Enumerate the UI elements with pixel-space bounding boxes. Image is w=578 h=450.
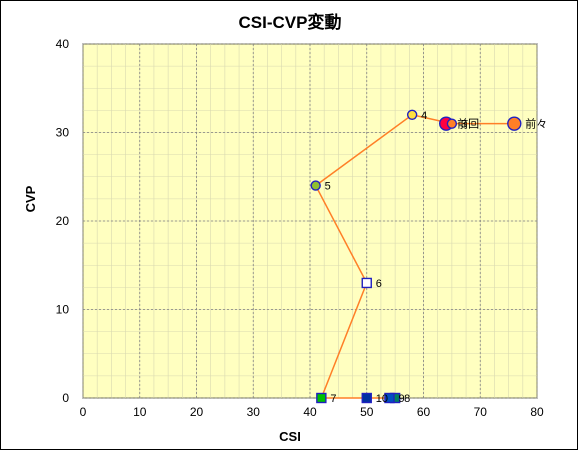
data-label: 7: [330, 393, 336, 405]
data-point: [310, 180, 321, 191]
x-tick-label: 80: [530, 405, 544, 419]
y-tick-label: 30: [56, 126, 70, 140]
data-point: [361, 392, 372, 404]
x-tick-label: 40: [303, 405, 317, 419]
ticks: 0 10 20 30 40 50 60 70 80 0 10 20 30 40: [56, 37, 544, 419]
grid: [82, 43, 538, 399]
data-label: 8: [404, 393, 410, 405]
data-label: 9: [398, 393, 404, 405]
data-point: [446, 118, 458, 129]
data-point: [406, 109, 418, 121]
x-tick-label: 0: [80, 405, 87, 419]
series: 前々 前回3 4 5 6 7 89 10: [310, 109, 547, 405]
data-point: [316, 392, 327, 404]
x-tick-label: 20: [190, 405, 204, 419]
data-label: 6: [376, 278, 382, 290]
data-label: 3: [461, 119, 467, 131]
y-tick-label: 0: [62, 391, 69, 405]
data-label: 5: [325, 181, 331, 193]
x-tick-label: 10: [133, 405, 147, 419]
data-label: 前々: [525, 117, 547, 131]
data-point: [507, 116, 522, 131]
x-tick-label: 70: [474, 405, 488, 419]
x-tick-label: 50: [360, 405, 374, 419]
x-tick-label: 60: [417, 405, 431, 419]
y-tick-label: 20: [56, 214, 70, 228]
chart-title: CSI-CVP変動: [239, 12, 342, 32]
data-label: 前回: [457, 117, 479, 131]
y-tick-label: 10: [56, 303, 70, 317]
data-point: [384, 392, 395, 404]
x-axis-label: CSI: [279, 429, 301, 444]
data-point: [361, 277, 372, 289]
y-tick-label: 40: [56, 37, 70, 51]
data-label: 10: [376, 393, 388, 405]
data-label: 4: [421, 110, 427, 122]
x-tick-label: 30: [247, 405, 261, 419]
y-axis-label: CVP: [23, 185, 38, 212]
